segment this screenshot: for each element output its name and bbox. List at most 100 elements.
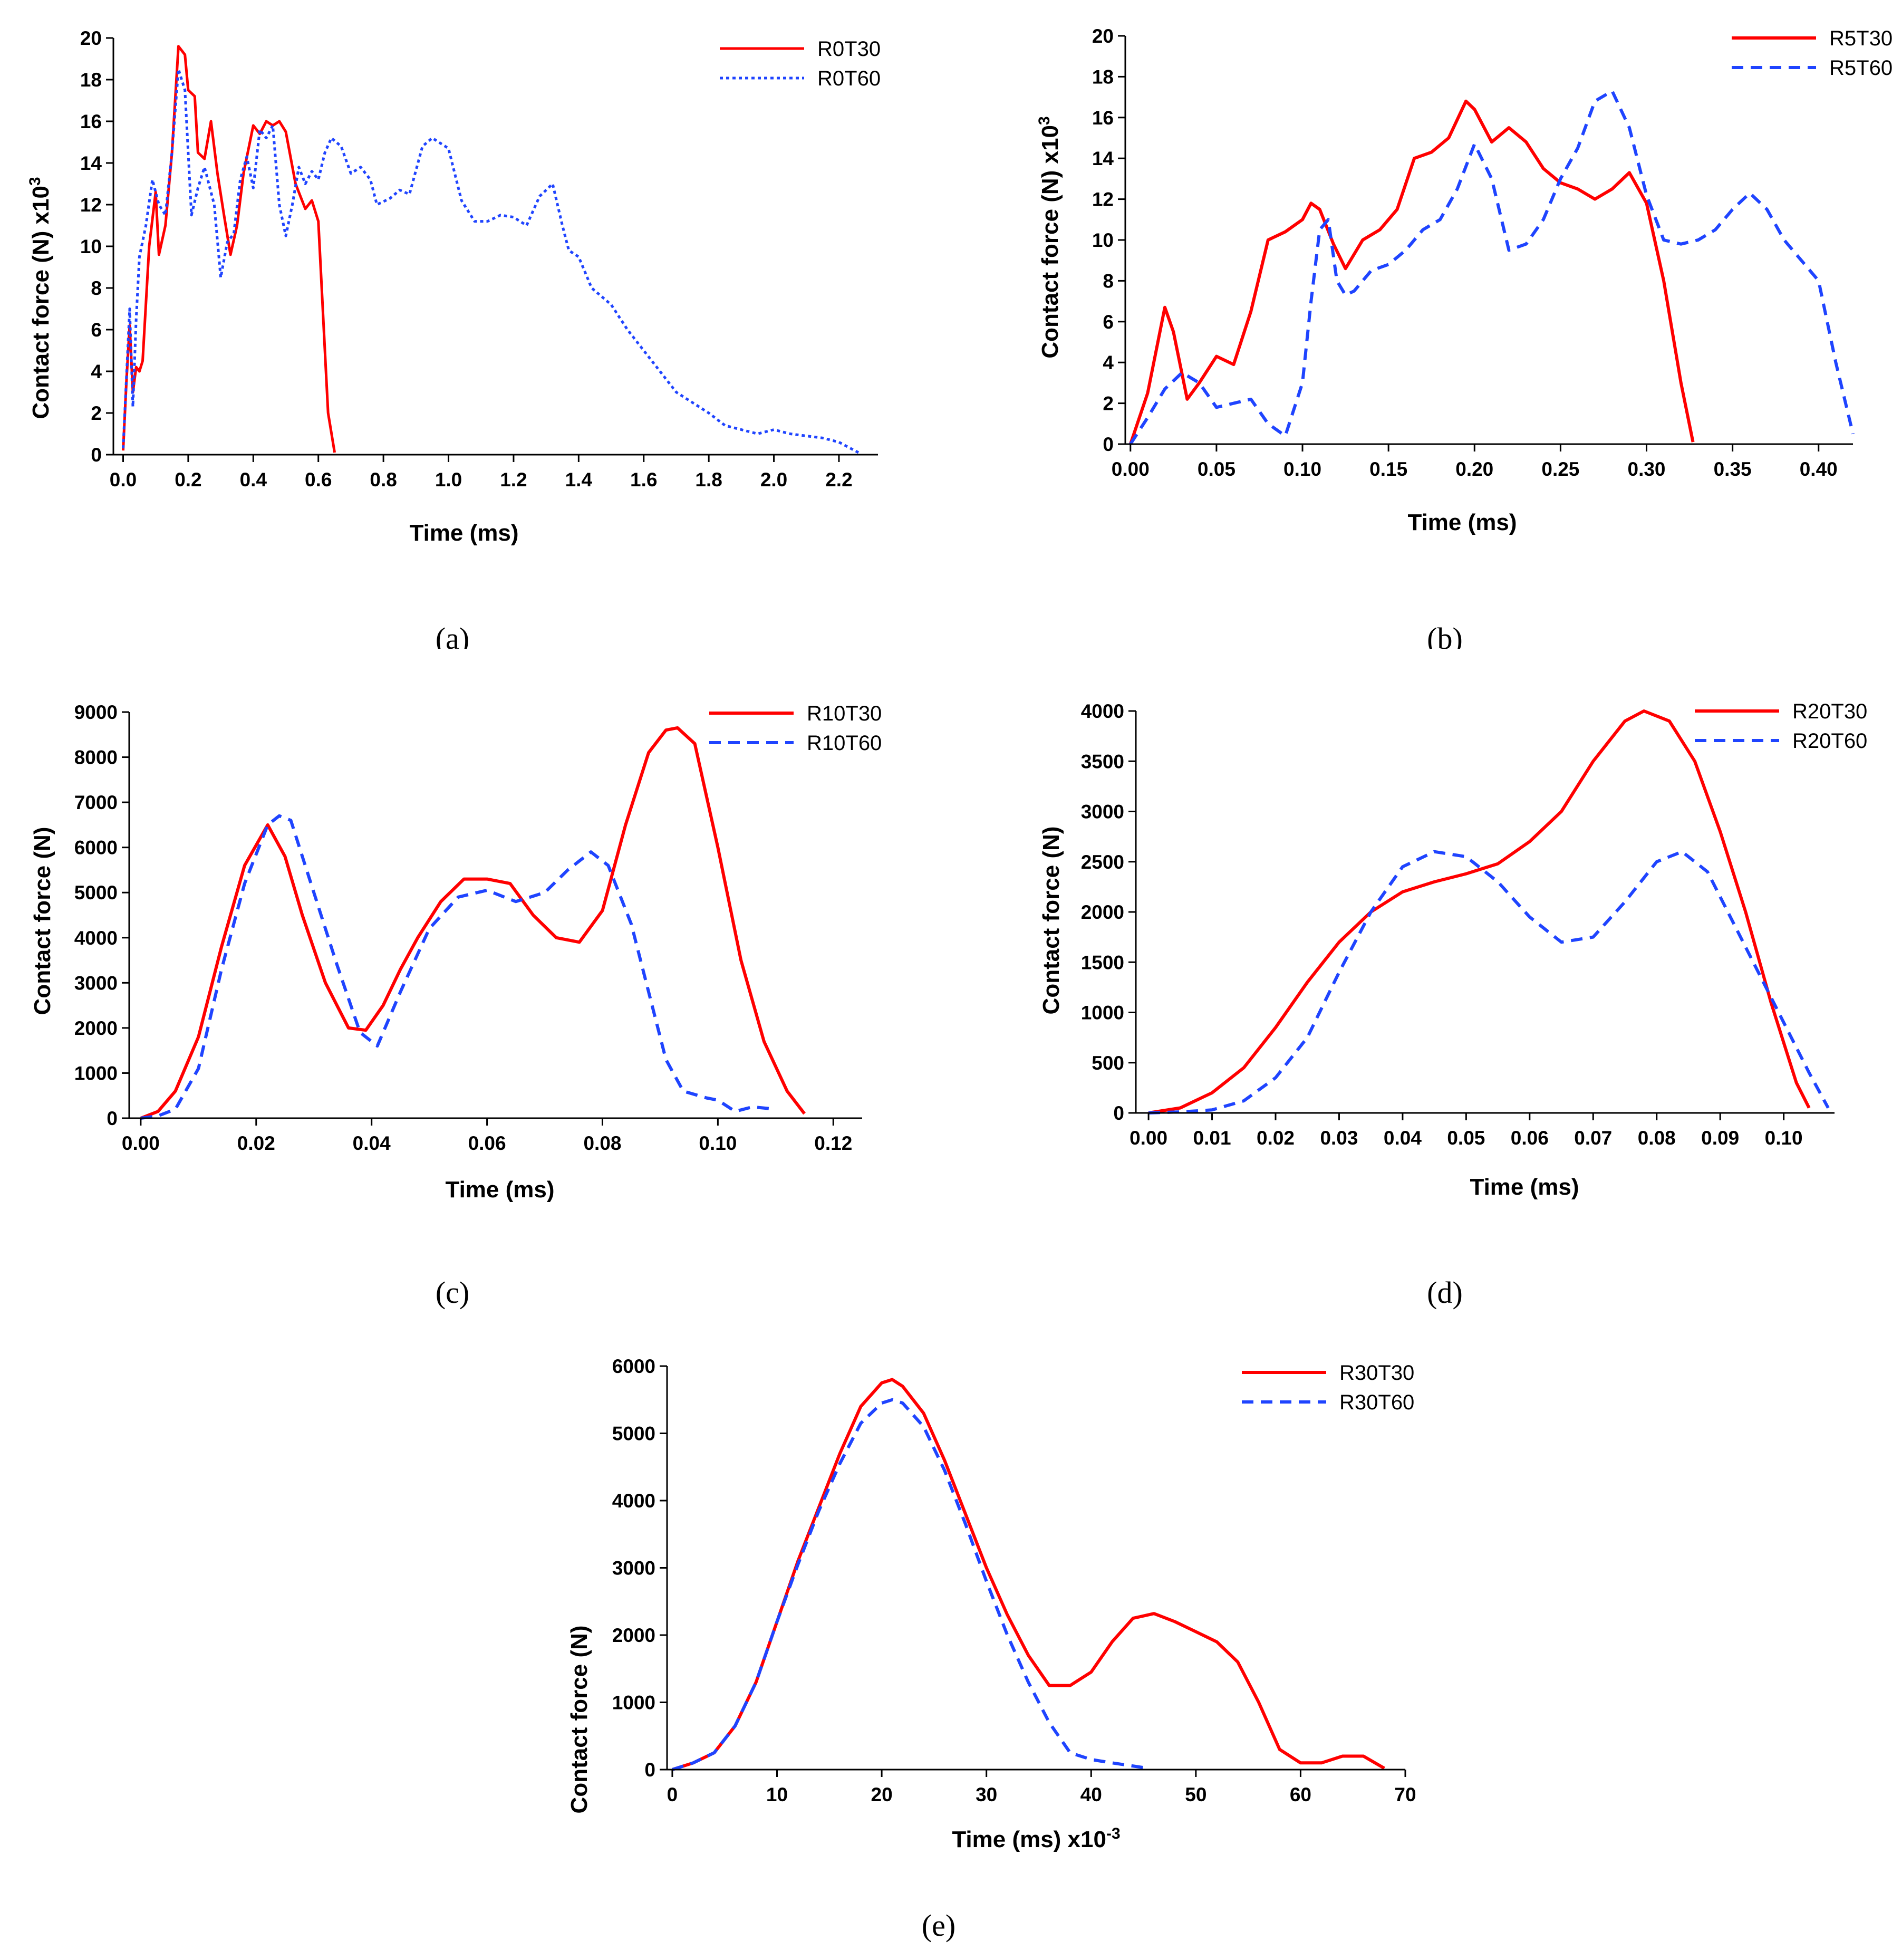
y-tick-label: 2 (1103, 393, 1114, 415)
series-line-r5t30 (1128, 99, 1695, 445)
y-tick-label: 10 (1092, 229, 1114, 251)
x-tick-label: 0.02 (1257, 1127, 1295, 1149)
series-line-r10t60 (140, 814, 776, 1120)
y-tick-label: 2000 (612, 1625, 655, 1646)
x-tick-label: 70 (1394, 1784, 1416, 1805)
x-tick-label: 0.2 (175, 469, 201, 491)
y-axis-title: Contact force (N) x103 (1036, 116, 1064, 358)
y-tick-label: 4000 (1081, 700, 1124, 722)
y-tick-label: 1500 (1081, 952, 1124, 973)
chart-b: Contact force (N) x103 Time (ms) (b) 0.0… (1036, 25, 1892, 649)
x-tick-label: 60 (1290, 1784, 1311, 1805)
x-tick-label: 0.08 (583, 1132, 621, 1154)
x-tick-label: 0.00 (122, 1132, 160, 1154)
y-tick-label: 4 (91, 361, 102, 382)
x-tick-label: 0.09 (1701, 1127, 1739, 1149)
y-tick-label: 4000 (612, 1490, 655, 1512)
y-tick-label: 3000 (74, 972, 118, 994)
x-tick-label: 2.2 (825, 469, 852, 491)
y-tick-label: 0 (107, 1108, 118, 1129)
legend-label-r30t60: R30T60 (1339, 1391, 1414, 1414)
x-tick-label: 0.20 (1455, 458, 1493, 480)
y-tick-label: 20 (80, 27, 102, 49)
y-tick-label: 1000 (1081, 1002, 1124, 1024)
y-tick-label: 6 (1103, 311, 1114, 333)
x-tick-label: 0.07 (1574, 1127, 1612, 1149)
x-tick-label: 0.02 (237, 1132, 275, 1154)
y-tick-label: 16 (80, 111, 102, 132)
series-line-r10t30 (140, 726, 806, 1120)
x-tick-label: 1.2 (500, 469, 527, 491)
y-tick-label: 500 (1092, 1052, 1124, 1074)
x-tick-label: 0.8 (370, 469, 397, 491)
legend-label-r5t30: R5T30 (1829, 27, 1892, 50)
y-tick-label: 5000 (612, 1423, 655, 1445)
x-tick-label: 0.25 (1541, 458, 1579, 480)
x-tick-label: 0.03 (1320, 1127, 1358, 1149)
y-tick-label: 4000 (74, 927, 118, 949)
y-tick-label: 14 (1092, 148, 1114, 169)
legend-label-r5t60: R5T60 (1829, 56, 1892, 80)
y-tick-label: 4 (1103, 352, 1114, 373)
panel-caption: (d) (1427, 1275, 1463, 1310)
chart-e: Contact force (N) Time (ms) x10-3 (e) 0 1… (566, 1356, 1416, 1943)
x-tick-label: 1.8 (695, 469, 722, 491)
y-tick-label: 20 (1092, 25, 1114, 47)
x-tick-label: 1.6 (630, 469, 657, 491)
x-tick-label: 0.04 (1384, 1127, 1422, 1149)
x-tick-label: 2.0 (760, 469, 787, 491)
y-tick-label: 2000 (1081, 901, 1124, 923)
x-tick-label: 0.35 (1714, 458, 1752, 480)
y-tick-label: 8000 (74, 747, 118, 768)
y-tick-label: 1000 (612, 1692, 655, 1714)
x-tick-label: 0.05 (1447, 1127, 1485, 1149)
panel-caption: (b) (1427, 621, 1463, 649)
y-axis-title: Contact force (N) (566, 1626, 592, 1814)
series-line-r20t30 (1148, 709, 1811, 1114)
y-tick-label: 6000 (612, 1356, 655, 1377)
y-tick-label: 10 (80, 236, 102, 257)
y-tick-label: 18 (80, 69, 102, 91)
y-axis-title: Contact force (N) (1038, 827, 1064, 1015)
x-tick-label: 50 (1185, 1784, 1206, 1805)
series-line-r20t60 (1148, 850, 1830, 1114)
x-tick-label: 0.00 (1130, 1127, 1167, 1149)
legend-label-r30t30: R30T30 (1339, 1361, 1414, 1385)
y-tick-label: 0 (644, 1759, 655, 1781)
legend-label-r10t60: R10T60 (807, 732, 882, 755)
x-tick-label: 0.6 (305, 469, 332, 491)
y-tick-label: 9000 (74, 702, 118, 723)
x-axis-title: Time (ms) (1470, 1174, 1579, 1200)
series-line-r0t60 (122, 68, 860, 454)
y-axis-title: Contact force (N) x103 (26, 177, 54, 419)
series-line-r30t60 (671, 1398, 1144, 1771)
legend-label-r0t30: R0T30 (817, 37, 881, 61)
x-tick-label: 0.05 (1198, 458, 1235, 480)
x-tick-label: 0.06 (468, 1132, 506, 1154)
x-tick-label: 40 (1080, 1784, 1102, 1805)
chart-a: Contact force (N) x103 Time (ms) (a) 0.0… (26, 27, 881, 649)
x-tick-label: 0.4 (240, 469, 267, 491)
y-tick-label: 2000 (74, 1017, 118, 1039)
x-tick-label: 0.08 (1638, 1127, 1676, 1149)
panel-caption: (e) (922, 1908, 955, 1943)
chart-c: Contact force (N) Time (ms) (c) 0.00 0.02… (30, 702, 882, 1310)
y-tick-label: 14 (80, 152, 102, 174)
x-tick-label: 0.40 (1800, 458, 1838, 480)
y-tick-label: 8 (1103, 270, 1114, 292)
x-tick-label: 0 (667, 1784, 678, 1805)
y-tick-label: 2500 (1081, 851, 1124, 873)
legend-label-r10t30: R10T30 (807, 702, 882, 725)
x-tick-label: 1.0 (435, 469, 462, 491)
x-tick-label: 20 (871, 1784, 893, 1805)
y-tick-label: 2 (91, 402, 102, 424)
x-tick-label: 0.10 (699, 1132, 737, 1154)
y-tick-label: 1000 (74, 1062, 118, 1084)
x-axis-title: Time (ms) (445, 1177, 554, 1203)
y-tick-label: 16 (1092, 107, 1114, 129)
legend-label-r20t60: R20T60 (1792, 729, 1867, 753)
x-tick-label: 10 (766, 1784, 788, 1805)
x-axis-title: Time (ms) (409, 520, 518, 546)
series-line-r5t60 (1129, 89, 1855, 445)
y-tick-label: 6 (91, 319, 102, 341)
